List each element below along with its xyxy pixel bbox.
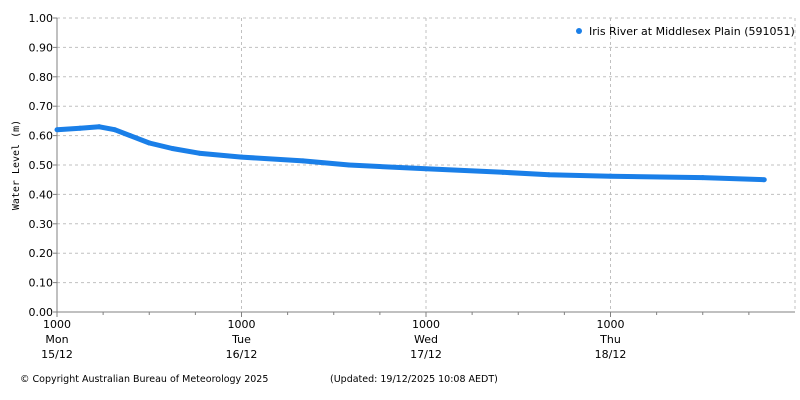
data-point: [54, 127, 60, 133]
y-tick-label: 1.00: [29, 12, 54, 25]
legend: Iris River at Middlesex Plain (591051): [576, 25, 795, 38]
x-tick-time: 1000: [43, 318, 71, 331]
data-point: [700, 175, 706, 181]
axes: 0.00 0.10 0.20 0.30 0.40 0.50 0.60 0.70 0.80 0.90…: [29, 12, 795, 361]
x-tick-day: Tue: [231, 333, 251, 346]
y-tick-label: 0.80: [29, 71, 54, 84]
data-point: [423, 166, 429, 172]
series: [54, 124, 767, 183]
data-point: [300, 158, 306, 164]
legend-label: Iris River at Middlesex Plain (591051): [589, 25, 795, 38]
y-tick-label: 0.00: [29, 306, 54, 319]
data-point: [761, 177, 767, 183]
data-point: [96, 124, 102, 130]
grid: [57, 17, 796, 312]
x-tick-date: 15/12: [41, 348, 73, 361]
y-tick-label: 0.30: [29, 218, 54, 231]
data-point: [500, 169, 506, 175]
x-tick-date: 16/12: [226, 348, 258, 361]
y-tick-label: 0.50: [29, 159, 54, 172]
y-tick-label: 0.10: [29, 277, 54, 290]
data-point: [146, 140, 152, 146]
data-point: [608, 173, 613, 179]
data-point: [346, 162, 352, 168]
updated-text: (Updated: 19/12/2025 10:08 AEDT): [330, 374, 498, 385]
x-tick-time: 1000: [228, 318, 256, 331]
y-axis-label: Water Level (m): [11, 120, 22, 210]
copyright-text: © Copyright Australian Bureau of Meteoro…: [20, 374, 269, 385]
y-tick-label: 0.90: [29, 41, 54, 54]
data-point: [169, 146, 175, 152]
x-tick-day: Mon: [45, 333, 68, 346]
x-tick-time: 1000: [412, 318, 440, 331]
x-tick-day: Thu: [599, 333, 621, 346]
data-point: [77, 125, 83, 131]
x-tick-date: 18/12: [595, 348, 627, 361]
y-tick-label: 0.70: [29, 100, 54, 113]
data-point: [112, 127, 118, 133]
legend-marker: [576, 28, 582, 34]
x-tick-date: 17/12: [410, 348, 442, 361]
series-line: [56, 124, 765, 183]
y-tick-label: 0.20: [29, 247, 54, 260]
data-point: [546, 172, 552, 178]
x-tick-time: 1000: [597, 318, 625, 331]
data-point: [239, 154, 244, 160]
x-tick-day: Wed: [414, 333, 438, 346]
y-tick-label: 0.60: [29, 130, 54, 143]
data-point: [196, 150, 202, 156]
y-tick-label: 0.40: [29, 188, 54, 201]
data-point: [127, 133, 133, 139]
